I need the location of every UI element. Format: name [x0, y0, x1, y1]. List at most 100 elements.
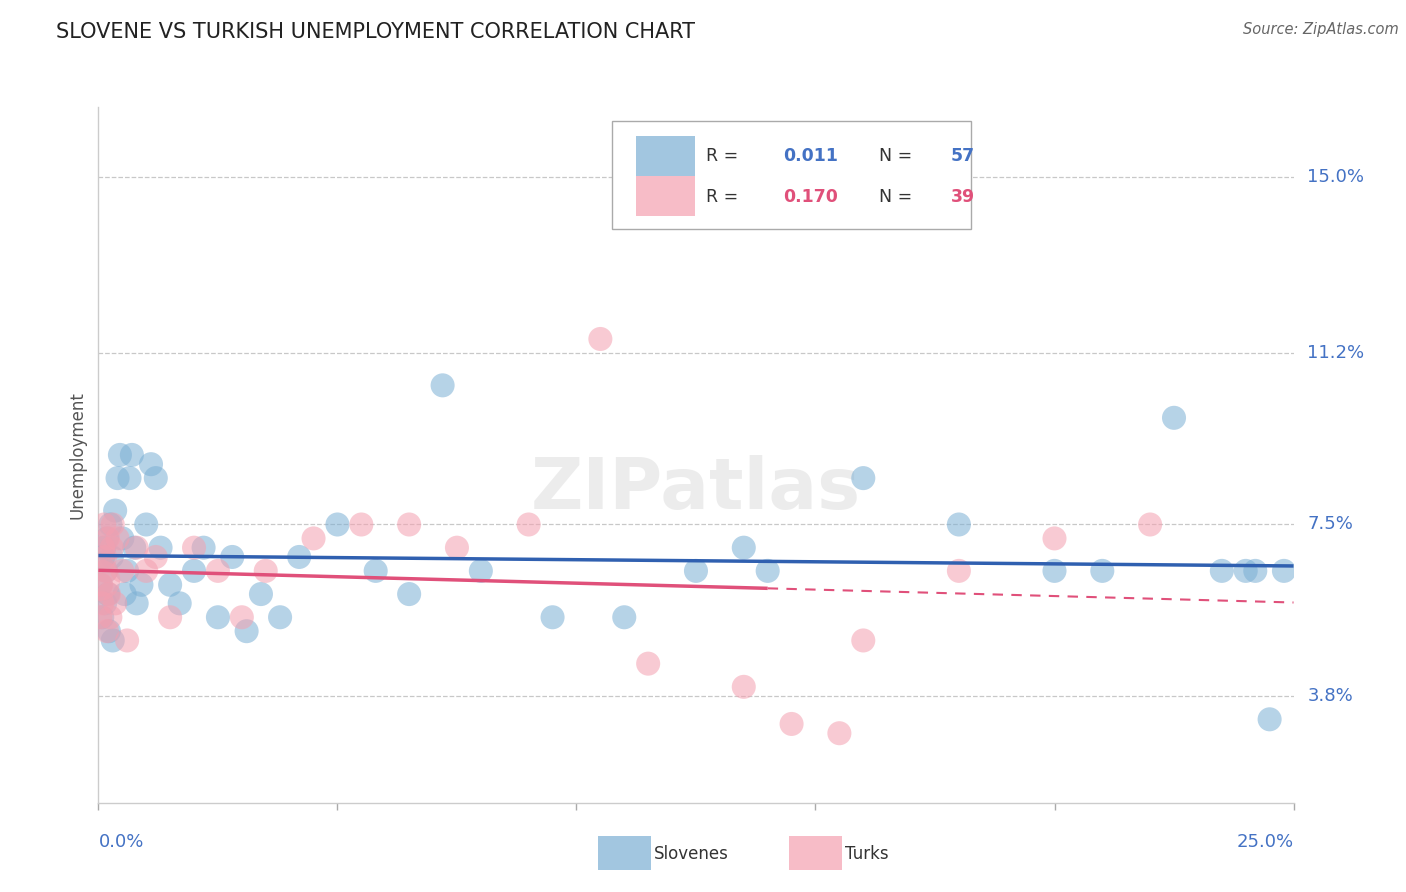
- Point: [94, 549, 117, 564]
- Point: [269, 610, 291, 624]
- Point: [139, 457, 162, 471]
- Text: 15.0%: 15.0%: [1308, 168, 1364, 186]
- Point: [115, 633, 138, 648]
- Text: 7.5%: 7.5%: [1308, 516, 1354, 533]
- Point: [326, 517, 349, 532]
- Point: [183, 564, 205, 578]
- Point: [517, 517, 540, 532]
- Point: [97, 587, 120, 601]
- Point: [1139, 517, 1161, 532]
- FancyBboxPatch shape: [612, 121, 970, 229]
- Point: [97, 532, 120, 546]
- Point: [398, 587, 420, 601]
- Point: [1163, 410, 1185, 425]
- Point: [135, 564, 157, 578]
- Point: [94, 596, 117, 610]
- Point: [135, 517, 157, 532]
- Text: 0.011: 0.011: [783, 147, 838, 165]
- Point: [91, 541, 114, 555]
- Point: [101, 517, 124, 532]
- Point: [97, 624, 120, 639]
- Point: [231, 610, 253, 624]
- Point: [1091, 564, 1114, 578]
- Point: [756, 564, 779, 578]
- Point: [1043, 564, 1066, 578]
- Point: [93, 541, 115, 555]
- Point: [108, 448, 131, 462]
- Text: 11.2%: 11.2%: [1308, 344, 1365, 362]
- Point: [98, 517, 122, 532]
- Point: [948, 564, 970, 578]
- Point: [159, 610, 181, 624]
- Point: [91, 596, 114, 610]
- Point: [96, 532, 118, 546]
- Point: [1211, 564, 1233, 578]
- Point: [94, 564, 117, 578]
- Point: [852, 633, 875, 648]
- Point: [364, 564, 387, 578]
- Point: [432, 378, 454, 392]
- Point: [93, 517, 115, 532]
- Text: SLOVENE VS TURKISH UNEMPLOYMENT CORRELATION CHART: SLOVENE VS TURKISH UNEMPLOYMENT CORRELAT…: [56, 22, 695, 42]
- Point: [145, 549, 167, 564]
- Point: [183, 541, 205, 555]
- Point: [111, 564, 134, 578]
- Point: [1258, 712, 1281, 726]
- Point: [131, 578, 153, 592]
- Point: [96, 624, 118, 639]
- Point: [121, 448, 143, 462]
- Point: [124, 541, 146, 555]
- Point: [149, 541, 172, 555]
- Text: 3.8%: 3.8%: [1308, 687, 1353, 705]
- Point: [107, 471, 129, 485]
- Point: [89, 610, 111, 624]
- Point: [637, 657, 659, 671]
- Point: [90, 578, 112, 592]
- Point: [1043, 532, 1066, 546]
- Point: [91, 610, 114, 624]
- FancyBboxPatch shape: [636, 176, 695, 216]
- Point: [733, 541, 755, 555]
- Point: [852, 471, 875, 485]
- Point: [446, 541, 468, 555]
- Point: [207, 610, 229, 624]
- Point: [104, 596, 127, 610]
- Point: [97, 587, 120, 601]
- Point: [250, 587, 273, 601]
- Point: [89, 573, 111, 587]
- Point: [948, 517, 970, 532]
- Point: [1234, 564, 1257, 578]
- Point: [101, 549, 124, 564]
- Text: ZIPatlas: ZIPatlas: [531, 455, 860, 524]
- Point: [101, 541, 124, 555]
- Point: [159, 578, 181, 592]
- Text: 0.0%: 0.0%: [98, 833, 143, 851]
- Text: N =: N =: [879, 188, 918, 206]
- FancyBboxPatch shape: [636, 136, 695, 176]
- Point: [125, 596, 148, 610]
- Point: [589, 332, 612, 346]
- Point: [288, 549, 311, 564]
- FancyBboxPatch shape: [789, 836, 842, 871]
- Point: [221, 549, 243, 564]
- Point: [235, 624, 257, 639]
- Point: [91, 549, 114, 564]
- Text: 57: 57: [950, 147, 974, 165]
- Text: 39: 39: [950, 188, 974, 206]
- Point: [118, 471, 141, 485]
- Text: 25.0%: 25.0%: [1236, 833, 1294, 851]
- Text: R =: R =: [706, 147, 744, 165]
- Point: [125, 541, 148, 555]
- Point: [111, 532, 134, 546]
- Point: [193, 541, 215, 555]
- Point: [169, 596, 191, 610]
- Text: Turks: Turks: [845, 845, 889, 863]
- Point: [541, 610, 564, 624]
- Point: [104, 503, 127, 517]
- Text: Source: ZipAtlas.com: Source: ZipAtlas.com: [1243, 22, 1399, 37]
- Point: [613, 610, 636, 624]
- Point: [98, 610, 122, 624]
- Point: [470, 564, 492, 578]
- Point: [350, 517, 373, 532]
- Point: [302, 532, 325, 546]
